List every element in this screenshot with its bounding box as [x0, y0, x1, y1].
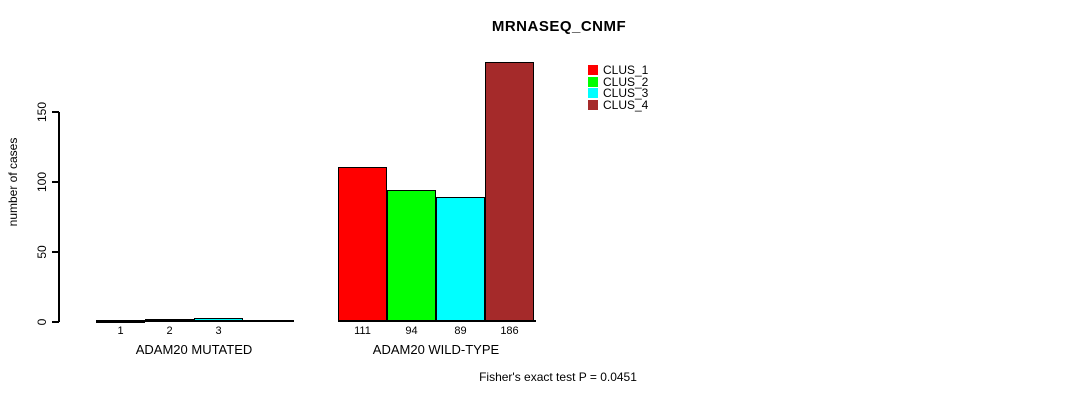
group-baseline: [338, 320, 536, 322]
group-label: ADAM20 WILD-TYPE: [372, 342, 500, 357]
y-tick-label: 150: [35, 101, 49, 123]
bar-clus_4: [485, 62, 534, 322]
legend-row: CLUS_1: [588, 64, 648, 76]
bar-count-label: 89: [454, 325, 467, 337]
legend-row: CLUS_4: [588, 99, 648, 111]
bar-count-label: 94: [405, 325, 418, 337]
bar-count-label: 2: [166, 325, 173, 337]
y-tick-label: 100: [35, 171, 49, 193]
legend-label: CLUS_2: [603, 74, 649, 89]
chart-title: MRNASEQ_CNMF: [491, 18, 627, 35]
y-tick-label: 0: [35, 318, 49, 326]
legend-row: CLUS_3: [588, 87, 648, 99]
bar-count-label: 1: [117, 325, 124, 337]
legend-swatch-icon: [588, 88, 598, 99]
legend-swatch-icon: [588, 64, 598, 75]
y-tick-label: 50: [35, 245, 49, 259]
y-tick-mark: [52, 321, 59, 323]
y-axis-label: number of cases: [6, 137, 20, 227]
legend-label: CLUS_4: [603, 97, 649, 112]
annotation-text: Fisher's exact test P = 0.0451: [479, 370, 637, 384]
group-baseline: [96, 320, 294, 322]
bar-clus_3: [436, 197, 485, 322]
legend-label: CLUS_3: [603, 86, 649, 101]
y-tick-mark: [52, 111, 59, 113]
y-axis-line: [58, 112, 60, 322]
legend-swatch-icon: [588, 99, 598, 110]
bar-count-label: 186: [500, 325, 519, 337]
bar-clus_1: [338, 167, 387, 322]
bar-count-label: 111: [354, 325, 371, 337]
legend-swatch-icon: [588, 76, 598, 87]
bar-count-label: 3: [215, 325, 222, 337]
bar-clus_2: [387, 190, 436, 322]
legend: CLUS_1 CLUS_2 CLUS_3 CLUS_4: [588, 64, 648, 111]
legend-row: CLUS_2: [588, 76, 648, 88]
y-tick-mark: [52, 181, 59, 183]
y-tick-mark: [52, 251, 59, 253]
legend-label: CLUS_1: [603, 62, 649, 77]
group-label: ADAM20 MUTATED: [135, 342, 253, 357]
